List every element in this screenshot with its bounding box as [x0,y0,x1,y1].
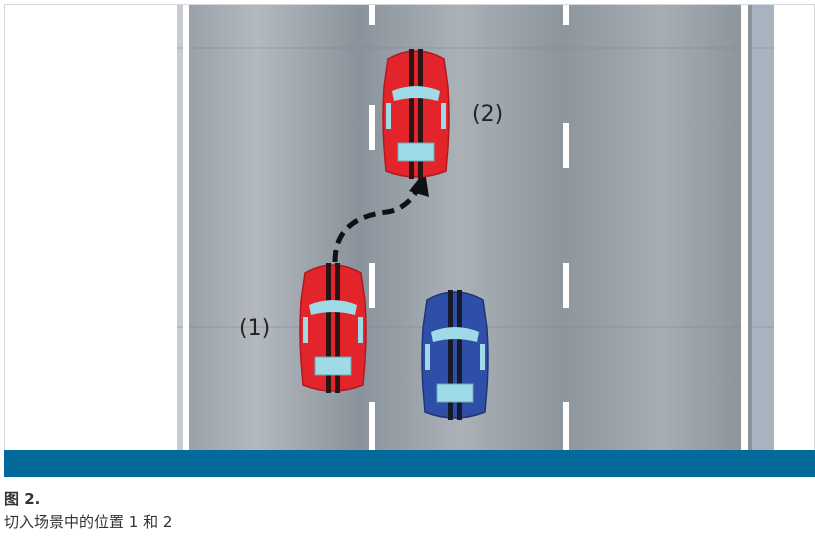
position-2-label: (2) [472,102,503,127]
lane-divider-1 [369,5,375,450]
cut-in-trajectory-arrow [332,171,429,263]
right-shoulder [752,5,774,450]
other-car [421,290,489,420]
left-edge-line [183,5,189,450]
ego-car-position-1 [299,263,367,393]
lane-divider-2 [563,5,569,450]
right-edge-line [741,5,748,450]
ego-car-position-2 [382,49,450,179]
road-scene: (1) (2) [177,5,774,450]
position-1-label: (1) [239,316,270,341]
figure-caption-title: 图 2. [4,490,41,508]
caption-accent-bar [4,450,815,477]
figure-caption-text: 切入场景中的位置 1 和 2 [4,513,173,531]
